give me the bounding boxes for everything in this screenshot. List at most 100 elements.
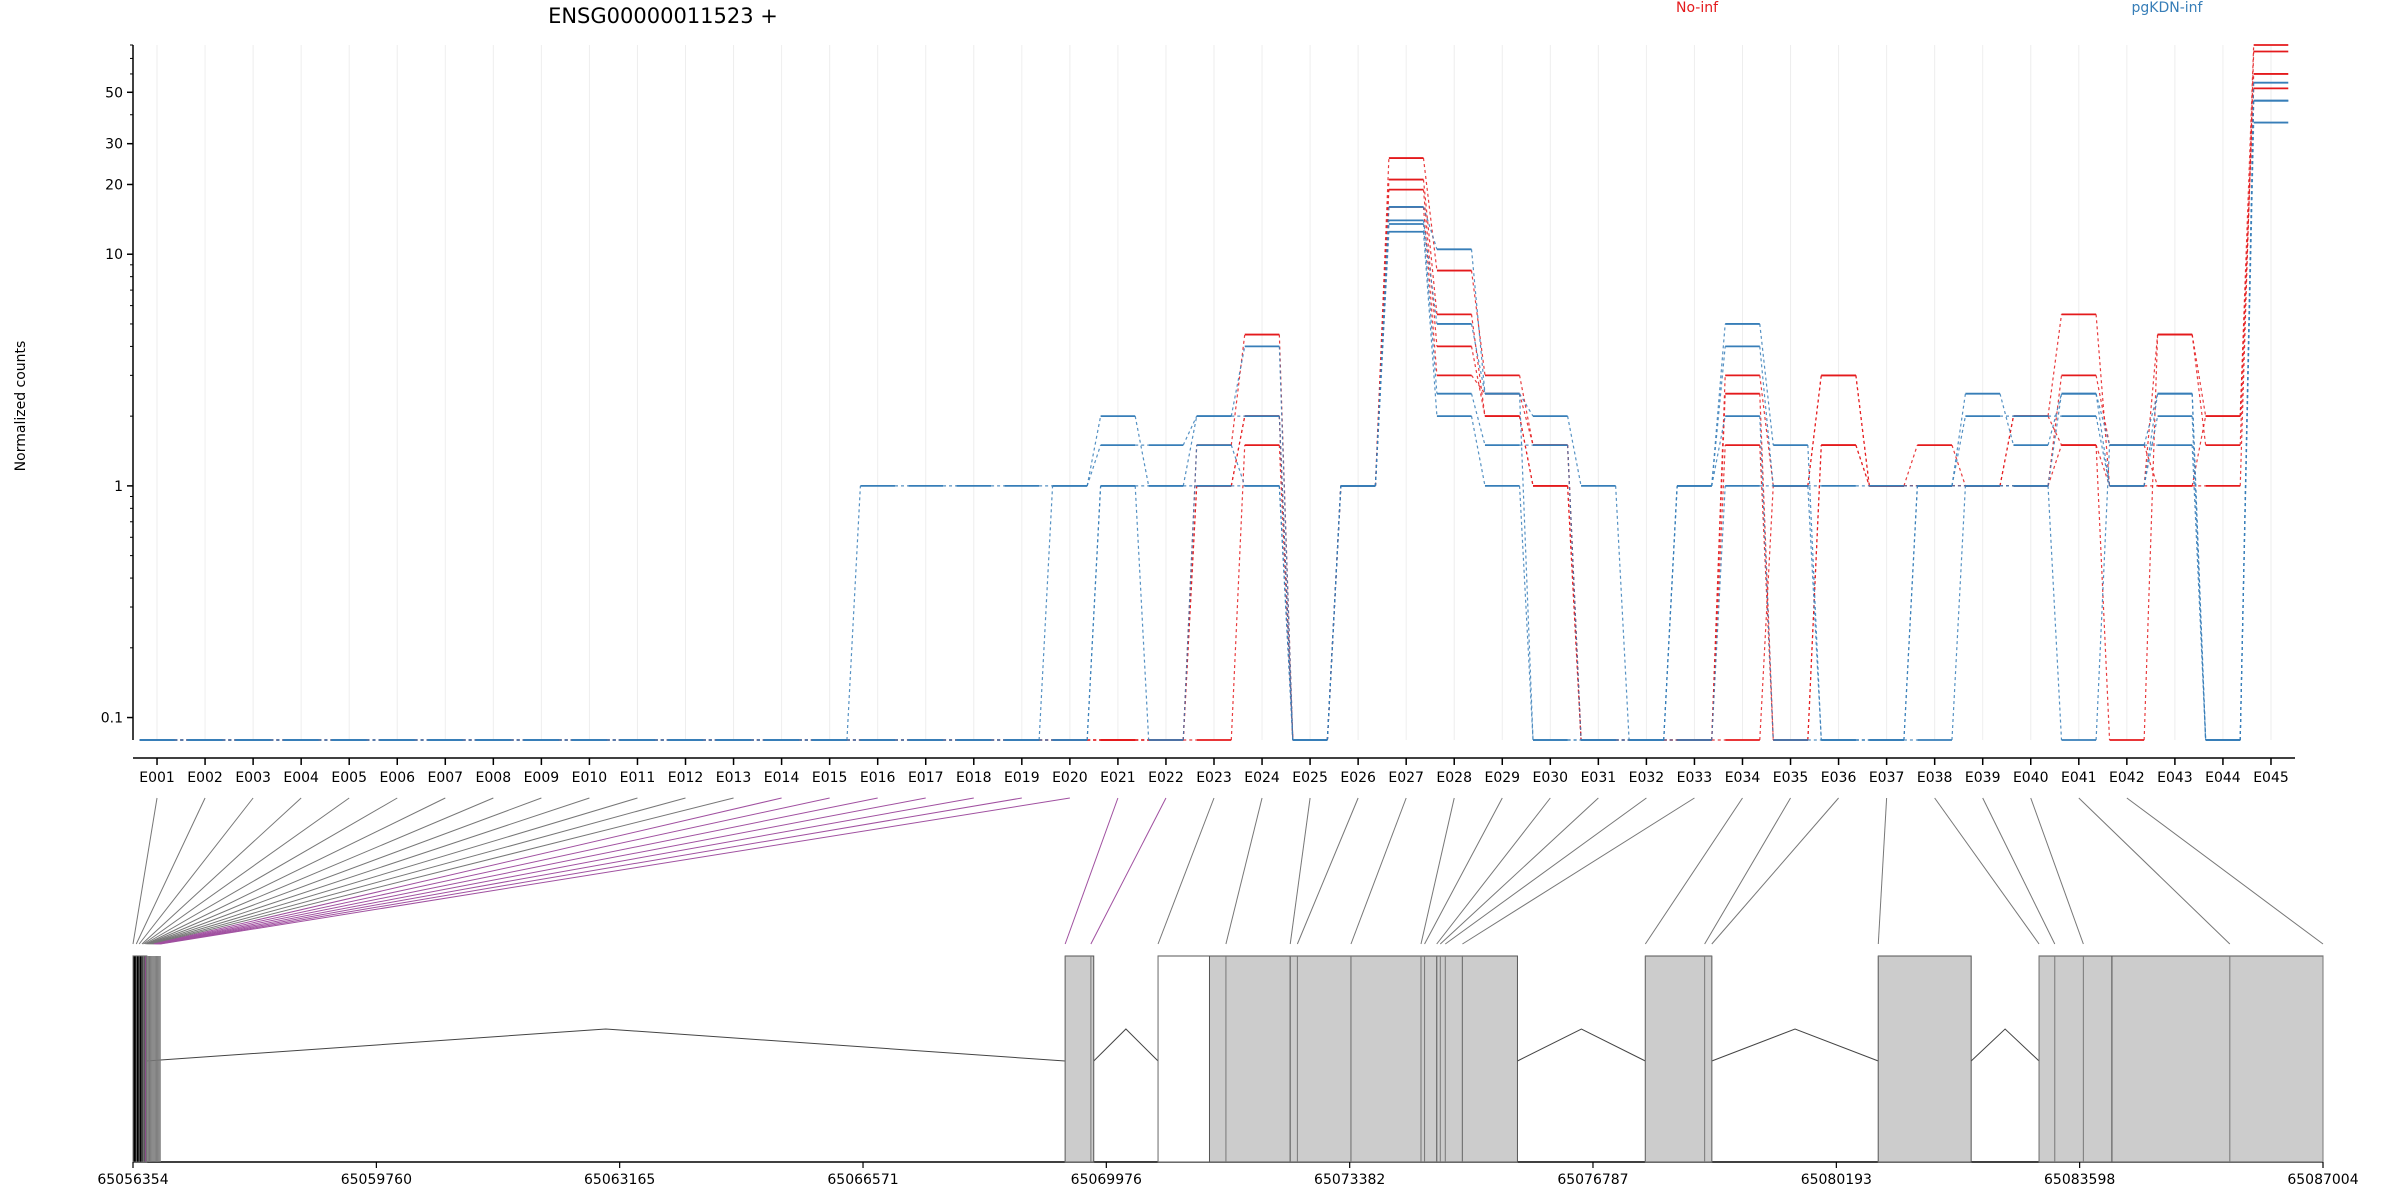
exon-block [1208, 955, 1291, 1163]
exon-connector [1064, 797, 1119, 945]
gene-model: 65056354 65059760 65063165 65066571 65069976… [97, 955, 2359, 1188]
x-tick-label: E011 [620, 770, 656, 786]
x-tick-label: E031 [1581, 770, 1617, 786]
exon-connector [2078, 797, 2231, 945]
series-connector [1855, 375, 1870, 486]
series-connector [1518, 485, 1534, 741]
x-tick-label: E016 [860, 770, 896, 786]
exon-connector [1877, 797, 1888, 945]
series-connector [1470, 314, 1486, 417]
exon-connector [159, 797, 1022, 945]
x-tick-label: E025 [1292, 770, 1328, 786]
x-tick-label: E023 [1196, 770, 1232, 786]
series-connector [2095, 445, 2111, 741]
x-tick-label: E032 [1629, 770, 1665, 786]
genomic-tick-label: 65080193 [1801, 1172, 1872, 1188]
series-connector [1999, 393, 2015, 446]
series-connector [1807, 445, 1822, 741]
series-connector [1903, 485, 1918, 741]
exon-connector [1934, 797, 2040, 945]
intron-line [1970, 1028, 2040, 1062]
exon-connector [1704, 797, 1791, 945]
exon-connector [1090, 797, 1167, 945]
series-connector [1807, 375, 1822, 486]
series-connector [1470, 249, 1486, 394]
series-connector [2047, 314, 2063, 417]
series-connector [1422, 179, 1438, 315]
x-tick-label: E041 [2061, 770, 2097, 786]
series-connector [1567, 485, 1582, 741]
series-connector [1230, 445, 1246, 741]
x-tick-label: E012 [668, 770, 704, 786]
plot-axes: 0.1 1 10 20 30 50 E001 E002 E003 E004 E005 E006 E007… [101, 44, 2295, 786]
series-connector [1759, 485, 1774, 741]
series-connector [1951, 393, 1967, 486]
series-connector [1134, 416, 1150, 486]
series-connector [1374, 231, 1390, 486]
series-connector [1518, 375, 1534, 446]
exon-block [1064, 955, 1095, 1163]
x-tick-label: E038 [1917, 770, 1953, 786]
series-connector [1422, 223, 1438, 394]
x-tick-label: E043 [2157, 770, 2193, 786]
series-connector [1663, 485, 1678, 741]
series-connector [2143, 393, 2159, 446]
exon-connector [148, 797, 542, 945]
series-connector [1230, 334, 1246, 446]
genomic-tick-label: 65076787 [1557, 1172, 1628, 1188]
x-tick-label: E003 [235, 770, 271, 786]
x-tick-label: E004 [283, 770, 319, 786]
series-connector [1182, 445, 1198, 741]
exon-connector [1420, 797, 1455, 945]
exon-block [1157, 955, 1210, 1163]
series-connector [1999, 416, 2015, 486]
y-axis-label: Normalized counts [13, 341, 29, 472]
genomic-tick-label: 65066571 [827, 1172, 898, 1188]
x-tick-label: E002 [187, 770, 223, 786]
x-tick-label: E028 [1436, 770, 1472, 786]
x-tick-label: E030 [1533, 770, 1569, 786]
x-tick-label: E045 [2253, 770, 2289, 786]
series-connector [1711, 485, 1726, 741]
y-tick-label: 50 [105, 85, 123, 101]
series-connector [1278, 485, 1294, 741]
series-connector [2239, 73, 2255, 446]
genomic-tick-label: 65073382 [1314, 1172, 1385, 1188]
series-connector [2191, 416, 2207, 486]
grid-lines [156, 45, 2272, 740]
x-tick-label: E042 [2109, 770, 2145, 786]
exon-connector [151, 797, 686, 945]
series-connector [2239, 82, 2255, 741]
x-tick-label: E017 [908, 770, 944, 786]
x-tick-label: E036 [1821, 770, 1857, 786]
series-connector [1422, 158, 1438, 271]
series-connector [2047, 375, 2063, 486]
series-connector [1086, 485, 1102, 741]
series-lines [139, 44, 2289, 741]
exon-connector [1225, 797, 1263, 945]
series-connector [2191, 393, 2207, 741]
x-tick-label: E035 [1773, 770, 1809, 786]
exon-connector [149, 797, 590, 945]
x-tick-label: E014 [764, 770, 800, 786]
exon-connector [156, 797, 926, 945]
series-connector [1278, 416, 1294, 741]
series-connector [1519, 393, 1534, 417]
exon-connector [144, 797, 398, 945]
x-tick-label: E040 [2013, 770, 2049, 786]
exon-connector [155, 797, 878, 945]
series-connector [1567, 416, 1582, 486]
exon-connector [1462, 797, 1695, 945]
exon-block [2111, 955, 2324, 1163]
exon-connector [1982, 797, 2056, 945]
series-connector [1759, 445, 1774, 741]
x-tick-label: E044 [2205, 770, 2241, 786]
y-tick-label: 0.1 [101, 711, 123, 727]
series-connector [1422, 206, 1438, 250]
series-connector [1230, 444, 1246, 487]
series-connector [1711, 393, 1726, 741]
series-connector [1759, 346, 1774, 486]
exon-connector [1350, 797, 1407, 945]
x-tick-label: E026 [1340, 770, 1376, 786]
x-tick-label: E021 [1100, 770, 1136, 786]
